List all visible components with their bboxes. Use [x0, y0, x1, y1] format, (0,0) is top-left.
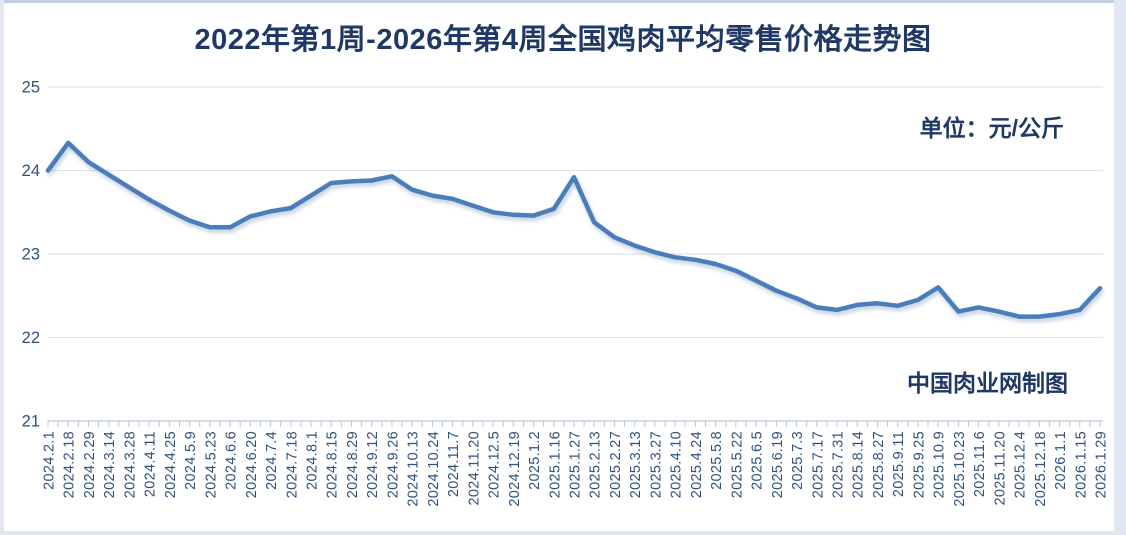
- x-axis-tick-label: 2025.5.8: [709, 431, 725, 490]
- x-axis-tick-label: 2025.6.5: [750, 431, 766, 490]
- x-axis-tick-label: 2025.2.27: [608, 431, 624, 498]
- y-axis-tick-label: 24: [22, 162, 40, 180]
- x-axis-tick-label: 2024.12.5: [487, 431, 503, 498]
- x-axis-tick-label: 2024.2.29: [82, 431, 98, 498]
- x-axis-tick-label: 2024.4.11: [143, 431, 159, 497]
- x-axis-tick-label: 2024.6.6: [224, 431, 240, 490]
- x-axis-tick-label: 2024.10.13: [406, 431, 422, 507]
- x-axis-tick-label: 2025.10.9: [932, 431, 948, 498]
- x-axis-tick-label: 2024.7.4: [264, 431, 280, 490]
- x-axis-tick-label: 2025.3.27: [648, 431, 664, 498]
- unit-label: 单位：元/公斤: [919, 115, 1064, 141]
- x-axis-tick-label: 2024.3.28: [122, 431, 138, 498]
- x-axis-tick-label: 2025.9.25: [911, 431, 927, 498]
- x-axis-tick-label: 2025.7.3: [790, 431, 806, 490]
- x-axis-tick-label: 2024.4.25: [163, 431, 179, 498]
- x-axis-labels: 2024.2.1 2024.2.18 2024.2.29 2024.3.14 2024.…: [42, 431, 1110, 507]
- x-axis-tick-label: 2025.12.4: [1013, 431, 1029, 498]
- x-axis-tick-label: 2026.1.29: [1094, 431, 1110, 498]
- x-axis-tick-label: 2025.4.24: [689, 431, 705, 498]
- y-axis-tick-label: 23: [22, 246, 40, 264]
- x-axis-tick-label: 2025.8.27: [871, 431, 887, 498]
- x-axis-tick-label: 2024.6.20: [244, 431, 260, 498]
- x-axis-tick-label: 2024.8.1: [305, 431, 321, 490]
- y-axis-tick-label: 21: [22, 413, 40, 431]
- x-axis-ticks: [47, 421, 1101, 427]
- x-axis-tick-label: 2024.11.7: [446, 431, 462, 497]
- x-axis-tick-label: 2025.8.14: [851, 431, 867, 498]
- y-gridlines: 21 22 23 24 25: [22, 79, 1103, 431]
- x-axis-tick-label: 2024.10.24: [426, 431, 442, 507]
- x-axis-tick-label: 2025.11.6: [972, 431, 988, 497]
- x-axis-tick-label: 2025.1.27: [568, 431, 584, 498]
- x-axis-tick-label: 2026.1.15: [1073, 431, 1089, 498]
- x-axis-tick-label: 2024.8.15: [325, 431, 341, 498]
- x-axis-tick-label: 2025.3.13: [628, 431, 644, 498]
- x-axis-tick-label: 2025.1.16: [547, 431, 563, 498]
- x-axis-tick-label: 2024.2.18: [62, 431, 78, 498]
- x-axis-tick-label: 2025.5.22: [729, 431, 745, 498]
- x-axis-tick-label: 2024.5.23: [203, 431, 219, 498]
- x-axis-tick-label: 2025.11.20: [992, 431, 1008, 506]
- x-axis-tick-label: 2024.3.14: [102, 431, 118, 498]
- price-line: [45, 140, 1103, 319]
- x-axis-tick-label: 2025.7.31: [831, 431, 847, 498]
- x-axis-tick-label: 2024.11.20: [466, 431, 482, 506]
- x-axis-tick-label: 2024.5.9: [183, 431, 199, 490]
- x-axis-tick-label: 2024.12.19: [507, 431, 523, 507]
- x-axis-tick-label: 2024.8.29: [345, 431, 361, 498]
- x-axis-tick-label: 2025.4.10: [669, 431, 685, 498]
- x-axis-tick-label: 2025.6.19: [770, 431, 786, 498]
- y-axis-tick-label: 22: [22, 329, 40, 347]
- x-axis-tick-label: 2024.9.26: [385, 431, 401, 498]
- x-axis-tick-label: 2024.2.1: [42, 431, 58, 490]
- x-axis-tick-label: 2024.7.18: [284, 431, 300, 498]
- x-axis-tick-label: 2025.1.2: [527, 431, 543, 490]
- y-axis-tick-label: 25: [22, 79, 40, 97]
- x-axis-tick-label: 2025.9.11: [891, 431, 907, 497]
- x-axis-tick-label: 2025.12.18: [1033, 431, 1049, 507]
- x-axis-tick-label: 2025.2.13: [588, 431, 604, 498]
- x-axis-tick-label: 2025.7.17: [810, 431, 826, 498]
- x-axis-tick-label: 2024.9.12: [365, 431, 381, 498]
- credit-label: 中国肉业网制图: [907, 370, 1068, 396]
- chart-title: 2022年第1周-2026年第4周全国鸡肉平均零售价格走势图: [194, 24, 932, 56]
- x-axis-tick-label: 2025.10.23: [952, 431, 968, 507]
- x-axis-tick-label: 2026.1.1: [1053, 431, 1069, 490]
